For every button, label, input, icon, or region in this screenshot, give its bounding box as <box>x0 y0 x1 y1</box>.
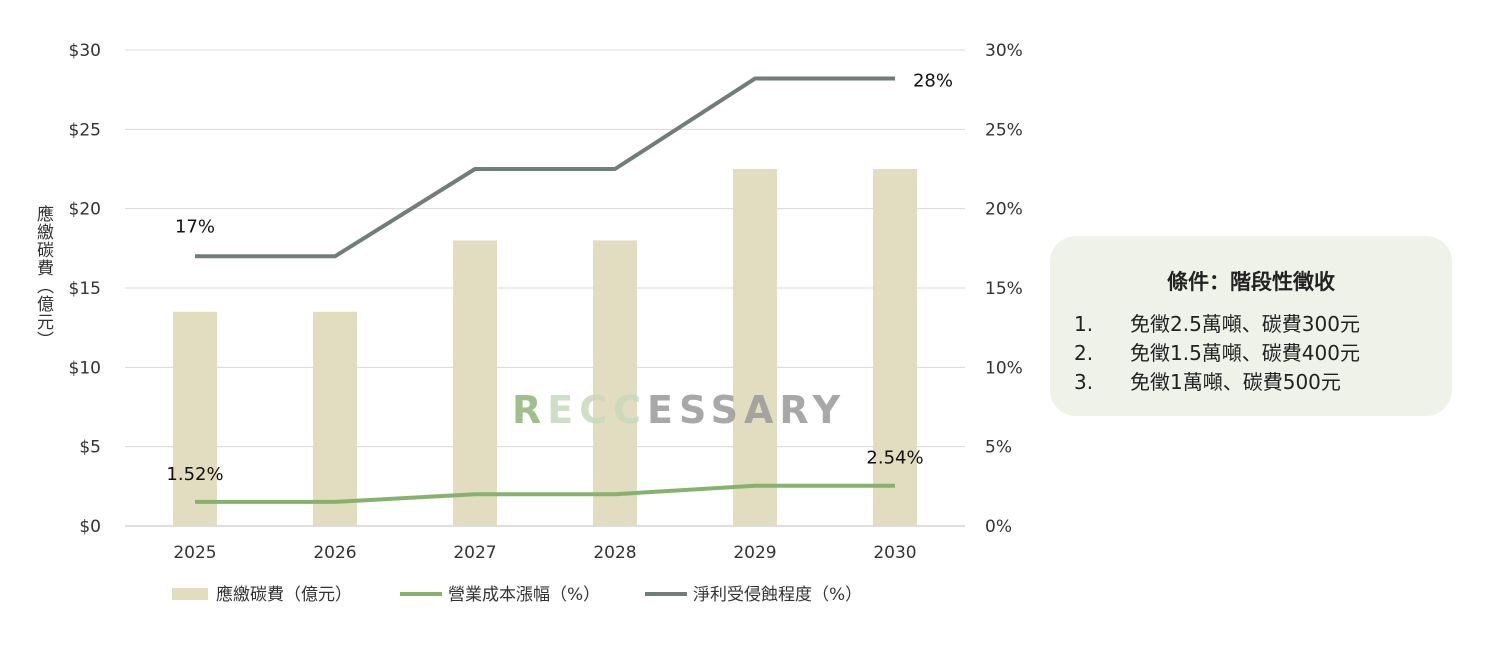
series-line <box>195 76 895 259</box>
y-left-tick-label: $25 <box>69 120 101 140</box>
bar-series <box>173 169 917 526</box>
gridlines <box>125 49 965 527</box>
y-right-tick-label: 10% <box>985 358 1023 378</box>
y-axis-title: 應繳碳費（億元） <box>33 205 53 349</box>
bar <box>313 311 357 526</box>
watermark-logo: RECCESSARY <box>512 388 847 432</box>
y-right-tick-label: 30% <box>985 41 1023 61</box>
series-line <box>195 483 895 504</box>
legend-label: 應繳碳費（億元） <box>216 584 352 605</box>
line-series <box>194 76 896 504</box>
y-left-tick-label: $15 <box>69 279 101 299</box>
bar <box>453 240 497 526</box>
x-axis: 2025 2026 2027 2028 2029 2030 <box>173 543 916 563</box>
y-left-tick-label: $30 <box>69 41 101 61</box>
y-right-tick-label: 25% <box>985 120 1023 140</box>
data-label: 28% <box>913 71 953 92</box>
x-tick-label: 2026 <box>313 543 356 563</box>
bar <box>173 311 217 526</box>
x-tick-label: 2028 <box>593 543 636 563</box>
x-tick-label: 2030 <box>873 543 916 563</box>
data-labels: 17% 28% 1.52% 2.54% <box>166 71 953 485</box>
condition-item: 1. 免徵2.5萬噸、碳費300元 <box>1074 312 1360 336</box>
conditions-title: 條件：階段性徵收 <box>1167 270 1335 294</box>
right-y-axis: 0% 5% 10% 15% 20% 25% 30% <box>985 41 1023 537</box>
legend-swatch <box>172 588 208 600</box>
legend-label: 營業成本漲幅（%） <box>448 585 600 605</box>
x-tick-label: 2029 <box>733 543 776 563</box>
conditions-box: 條件：階段性徵收 1. 免徵2.5萬噸、碳費300元 2. 免徵1.5萬噸、碳費40… <box>1050 236 1452 416</box>
bar <box>873 169 917 526</box>
x-tick-label: 2025 <box>173 543 216 563</box>
y-left-tick-label: $0 <box>79 517 101 537</box>
data-label: 17% <box>175 216 215 237</box>
y-right-tick-label: 15% <box>985 279 1023 299</box>
condition-item: 2. 免徵1.5萬噸、碳費400元 <box>1074 341 1360 365</box>
condition-item: 3. 免徵1萬噸、碳費500元 <box>1074 370 1341 394</box>
y-left-tick-label: $20 <box>69 200 101 220</box>
y-right-tick-label: 5% <box>985 438 1012 458</box>
legend-label: 淨利受侵蝕程度（%） <box>693 585 862 605</box>
bar <box>733 169 777 526</box>
y-left-tick-label: $5 <box>79 438 101 458</box>
combo-chart: $0$5$10$15$20$25$30 0%5%10%15%20%25%30% … <box>69 41 1023 605</box>
y-right-tick-label: 0% <box>985 517 1012 537</box>
legend: 應繳碳費（億元） 營業成本漲幅（%） 淨利受侵蝕程度（%） <box>172 584 862 605</box>
x-tick-label: 2027 <box>453 543 496 563</box>
data-label: 1.52% <box>166 464 223 485</box>
bar <box>593 240 637 526</box>
y-left-tick-label: $10 <box>69 358 101 378</box>
data-label: 2.54% <box>866 448 923 469</box>
y-right-tick-label: 20% <box>985 200 1023 220</box>
left-y-axis: $0 $5 $10 $15 $20 $25 $30 <box>69 41 101 537</box>
